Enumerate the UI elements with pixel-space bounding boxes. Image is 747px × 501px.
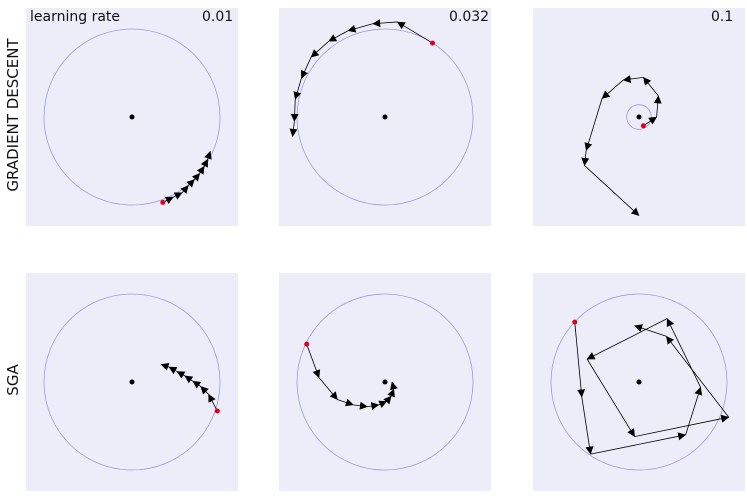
panel-2-2-center-point [382, 379, 388, 385]
panel-2-3-step-arrow [586, 358, 635, 437]
panel-2-2-step-arrow [318, 377, 338, 400]
panel-2-3-step-arrow [586, 318, 668, 360]
panel-1-3-step-arrow [653, 95, 662, 118]
panel-1-2-step-arrow [289, 121, 298, 137]
panel-1-3-center-point [636, 114, 642, 120]
panel-1-3-step-arrow [601, 79, 624, 99]
panel-2-3-step-arrow [581, 396, 594, 455]
panel-2-3-step-arrow [634, 414, 730, 437]
lr-value-col-2: 0.032 [449, 9, 490, 25]
lr-value-col-1: 0.01 [202, 9, 234, 25]
panel-2-1-step-arrow [184, 375, 194, 384]
panel-2-3-step-arrow [590, 432, 687, 455]
panel-1-2-step-arrow [290, 99, 299, 122]
panel-2-2-reference-circle [296, 293, 474, 471]
panel-2-1-reference-circle [43, 293, 221, 471]
panel-2-1-step-arrow [200, 386, 209, 395]
lr-value-col-3: 0.1 [711, 9, 734, 25]
panel-2-2-step-arrow [353, 401, 368, 410]
panel-2-1-step-arrow [192, 380, 202, 389]
panel-2-3-step-arrow [665, 335, 730, 418]
panel-2-2-step-arrow [306, 344, 321, 379]
row-label-gradient-descent: GRADIENT DESCENT [4, 38, 22, 192]
panel-2-3-step-arrow [666, 318, 701, 388]
panel-1-2-step-arrow [372, 19, 398, 28]
panel-1-2-step-arrow [347, 23, 373, 33]
panel-1-3-step-arrow [584, 165, 640, 216]
panel-2-1-step-arrow [160, 362, 170, 371]
panel-2-2-step-arrow [367, 402, 380, 410]
panel-2-3-step-arrow [574, 322, 586, 398]
panel-2-2-step-arrow [337, 398, 354, 407]
panel-2-1-center-point [129, 379, 135, 385]
panel-2-2-step-arrow [389, 381, 398, 391]
panel-2-3-start-point [572, 319, 578, 325]
panel-2-2-start-point [304, 341, 310, 347]
panel-1-3-step-arrow [643, 77, 659, 97]
panel-2-1-start-point [214, 408, 220, 414]
panel-1-1-center-point [129, 114, 135, 120]
panel-1-1-start-point [160, 199, 166, 205]
panel-2-1-step-arrow [208, 393, 218, 412]
panel-1-3-step-arrow [584, 98, 603, 151]
panel-2-3-reference-circle [550, 293, 728, 471]
panel-1-2-step-arrow [300, 56, 312, 79]
panel-1-2-step-arrow [396, 21, 433, 44]
panel-2-1-step-arrow [168, 366, 178, 375]
panel-2-3-step-arrow [634, 324, 667, 337]
panel-1-2-step-arrow [310, 41, 329, 58]
panel-2-3-center-point [636, 379, 642, 385]
panel-2-3-step-arrow [685, 386, 703, 435]
panel-1-2-step-arrow [328, 30, 349, 42]
panel-1-2-center-point [382, 114, 388, 120]
learning-rate-caption: learning rate [30, 9, 121, 25]
panel-1-2-step-arrow [293, 78, 302, 100]
row-label-sga: SGA [4, 364, 22, 396]
panel-1-3-step-arrow [581, 150, 590, 166]
panel-2-1-step-arrow [176, 371, 186, 379]
panel-1-1-step-arrow [204, 150, 212, 160]
panel-1-3-step-arrow [622, 75, 644, 84]
panel-1-1-reference-circle [43, 28, 221, 206]
panel-1-1-step-arrow [200, 158, 209, 168]
panel-1-3-step-arrow [643, 116, 658, 127]
panel-1-3-start-point [640, 123, 646, 129]
panel-1-2-start-point [430, 40, 436, 46]
